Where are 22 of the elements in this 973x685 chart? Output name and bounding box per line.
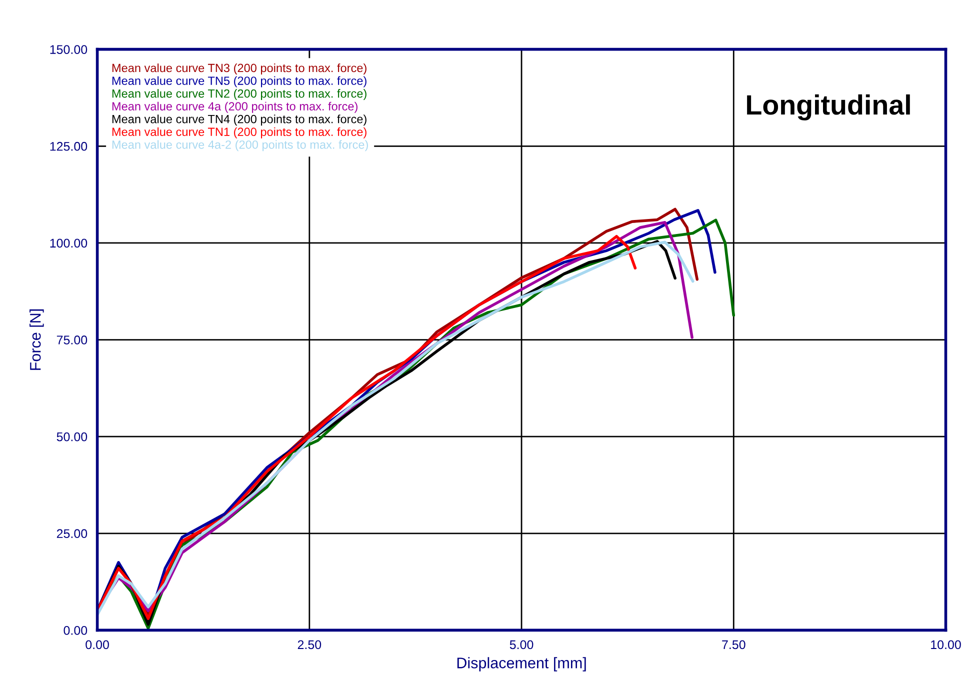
y-axis-title: Force [N] [30,309,44,370]
x-tick-label: 0.00 [86,640,109,650]
x-tick-label: 5.00 [510,640,534,650]
annotation: Longitudinal [747,94,910,120]
y-tick-label: 150.00 [50,45,88,54]
y-tick-label: 25.00 [56,529,88,538]
y-tick-label: 75.00 [56,336,88,344]
y-tick-label: 125.00 [50,142,88,151]
text: Mean value curve TN2 (200 points to max. force) [112,89,366,100]
x-tick-label: 10.00 [931,640,961,650]
x-tick-label: 7.50 [722,640,746,650]
y-tick-label: 0.00 [64,626,88,635]
text: Mean value curve TN3 (200 points to max. force) [112,63,366,74]
text: Mean value curve TN5 (200 points to max. force) [112,76,366,88]
text: Mean value curve 4a-2 (200 points to max. force) [112,140,368,152]
y-tick-label: 100.00 [50,238,88,248]
x-tick-label: 2.50 [298,640,322,650]
text: Mean value curve TN1 (200 points to max. force) [112,127,366,138]
text: Mean value curve 4a (200 points to max. force) [112,102,358,113]
x-axis-title: Displacement [mm] [457,657,586,672]
text: Mean value curve TN4 (200 points to max. force) [112,114,366,126]
y-tick-label: 50.00 [56,432,88,442]
